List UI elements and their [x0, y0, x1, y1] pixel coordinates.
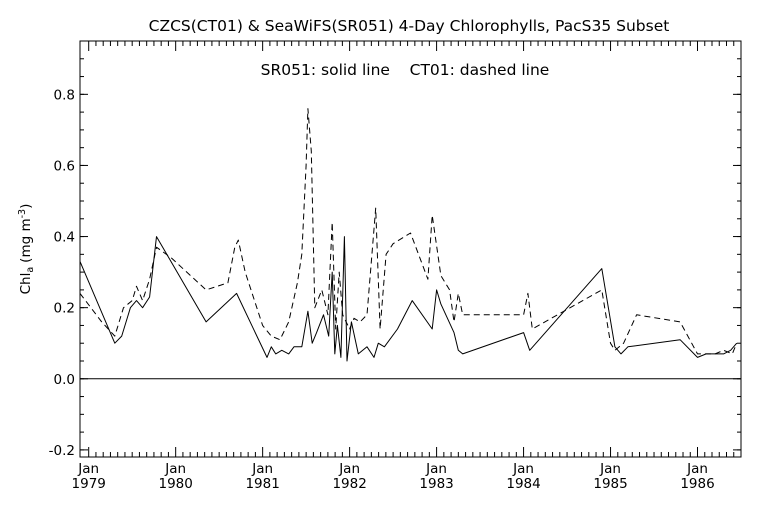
y-tick-label: 0.4: [54, 230, 75, 246]
x-tick-month: Jan: [77, 461, 99, 477]
chart-title: CZCS(CT01) & SeaWiFS(SR051) 4-Day Chloro…: [149, 17, 670, 35]
x-tick-month: Jan: [686, 461, 708, 477]
x-tick-year: 1982: [332, 476, 366, 492]
y-axis-label: Chla (mg m-3): [17, 204, 36, 295]
series-line-ct01: [79, 108, 738, 355]
x-tick-month: Jan: [512, 461, 534, 477]
x-tick-year: 1980: [158, 476, 192, 492]
x-tick-year: 1983: [419, 476, 453, 492]
ylabel-main: Chl: [18, 273, 34, 295]
data-series: [79, 108, 738, 362]
y-tick-label: 0.0: [54, 372, 75, 388]
series-line-sr051: [79, 236, 738, 362]
x-axis-ticks: Jan1979Jan1980Jan1981Jan1982Jan1983Jan19…: [72, 41, 742, 492]
x-tick-month: Jan: [251, 461, 273, 477]
plot-frame: [79, 40, 742, 458]
x-tick-month: Jan: [599, 461, 621, 477]
x-tick-month: Jan: [338, 461, 360, 477]
svg-text:Chla(mg m-3): Chla (mg m-3): [17, 204, 36, 295]
x-tick-year: 1985: [593, 476, 627, 492]
legend-annotation: SR051: solid line CT01: dashed line: [261, 61, 550, 79]
ylabel-sub: a: [25, 267, 36, 273]
y-tick-label: 0.2: [54, 301, 75, 317]
x-tick-year: 1986: [680, 476, 714, 492]
y-tick-label: 0.8: [54, 87, 75, 103]
x-tick-month: Jan: [164, 461, 186, 477]
y-tick-label: -0.2: [49, 443, 75, 459]
y-axis-ticks: -0.2 0.0 0.2 0.4 0.6 0.8: [49, 58, 741, 459]
x-tick-year: 1979: [72, 476, 106, 492]
ylabel-sup: -3: [17, 209, 28, 218]
y-tick-label: 0.6: [54, 158, 75, 174]
x-tick-month: Jan: [425, 461, 447, 477]
x-tick-year: 1981: [245, 476, 279, 492]
ylabel-close: ): [18, 204, 34, 209]
x-tick-year: 1984: [506, 476, 540, 492]
ylabel-unit: (mg m: [18, 218, 34, 262]
